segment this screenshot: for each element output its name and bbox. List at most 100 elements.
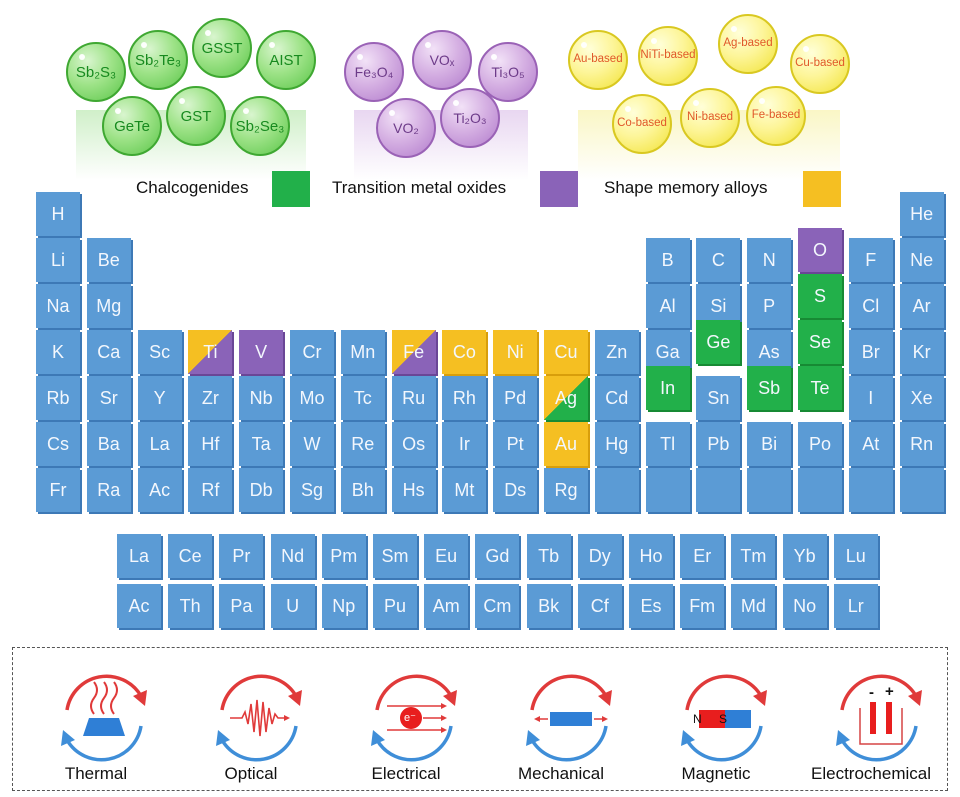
element-cell-am: Am [424, 584, 469, 628]
element-cell-ba: Ba [86, 422, 131, 466]
bubble-highlight [491, 54, 497, 60]
element-symbol: Sg [300, 479, 324, 500]
element-cell-al: Al [645, 284, 690, 328]
element-symbol: N [762, 249, 776, 270]
legend-alloys-label: Shape memory alloys [604, 178, 768, 197]
element-symbol: Zn [606, 341, 628, 362]
bubble-label: AIST [269, 51, 303, 69]
element-cell-v: V [239, 330, 284, 374]
element-symbol: Sc [149, 341, 171, 362]
legend-chalcogenides-label: Chalcogenides [136, 178, 249, 197]
element-symbol: Cd [605, 387, 629, 408]
element-cell-sn: Sn [696, 376, 741, 420]
element-symbol: Zr [201, 387, 219, 408]
element-cell-pr: Pr [219, 534, 264, 578]
element-symbol: V [255, 341, 268, 362]
element-cell-ac: Ac [117, 584, 161, 628]
oxides-bubble: Ti₂O₃ [440, 88, 500, 148]
element-cell-ac: Ac [137, 468, 182, 512]
element-cell-dy: Dy [577, 534, 622, 578]
element-symbol: Ti [203, 341, 218, 362]
element-cell-pu: Pu [373, 584, 417, 628]
element-cell-kr: Kr [899, 330, 944, 374]
element-cell-lr: Lr [833, 584, 878, 628]
element-cell-c: C [696, 238, 741, 282]
element-cell-o: O [798, 228, 842, 272]
element-cell-ra: Ra [86, 468, 131, 512]
element-cell-au: Au [544, 422, 588, 466]
legend-alloys-swatch [803, 171, 841, 207]
element-cell-np: Np [321, 584, 366, 628]
element-cell-ne: Ne [899, 238, 944, 282]
element-symbol: Eu [435, 545, 458, 566]
element-symbol: Nb [249, 387, 273, 408]
bubble-label: GST [180, 107, 212, 125]
alloys-bubble: Ag-based [718, 14, 778, 74]
empty-cell [645, 468, 690, 512]
element-symbol: Th [179, 595, 201, 616]
element-symbol: W [303, 433, 321, 454]
element-symbol: Ac [149, 479, 171, 500]
element-symbol: O [812, 239, 827, 260]
stimulus-label: Mechanical [518, 764, 604, 783]
element-cell-mt: Mt [442, 468, 487, 512]
element-symbol: Ca [97, 341, 121, 362]
element-symbol: Mt [454, 479, 475, 500]
element-symbol: Pr [232, 545, 251, 566]
element-cell-he: He [899, 192, 944, 236]
element-cell-rh: Rh [442, 376, 487, 420]
element-cell-yb: Yb [782, 534, 827, 578]
element-cell-md: Md [731, 584, 776, 628]
bubble-label: Ti₂O₃ [453, 110, 487, 126]
stimulus-thermal: Thermal [21, 658, 171, 788]
element-cell-ce: Ce [168, 534, 213, 578]
element-cell-fr: Fr [36, 468, 80, 512]
element-cell-ti: Ti [188, 330, 233, 374]
element-cell-er: Er [680, 534, 725, 578]
stimulus-mechanical: Mechanical [486, 658, 636, 788]
element-symbol: Ba [97, 433, 120, 454]
element-cell-po: Po [798, 422, 842, 466]
element-symbol: Re [351, 433, 375, 454]
element-symbol: No [793, 595, 817, 616]
bubble-highlight [803, 46, 809, 52]
element-symbol: U [286, 595, 300, 616]
bubble-label: GeTe [114, 117, 150, 135]
element-cell-mg: Mg [86, 284, 131, 328]
element-symbol: Yb [793, 545, 816, 566]
element-cell-eu: Eu [424, 534, 469, 578]
element-symbol: Pu [383, 595, 407, 616]
element-cell-tm: Tm [731, 534, 776, 578]
element-cell-ca: Ca [86, 330, 131, 374]
element-cell-rb: Rb [36, 376, 80, 420]
bubble-label: Sb₂Te₃ [134, 51, 182, 69]
bubble-label: Fe-based [751, 109, 801, 122]
element-cell-n: N [747, 238, 792, 282]
element-cell-sb: Sb [747, 366, 792, 410]
bubble-label: Ag-based [723, 37, 773, 50]
alloys-bubble: Cu-based [790, 34, 850, 94]
element-cell-pt: Pt [493, 422, 538, 466]
element-symbol: Kr [912, 341, 931, 362]
bubble-highlight [581, 42, 587, 48]
heat-icon [61, 674, 147, 762]
element-symbol: P [763, 295, 776, 316]
bubble-highlight [205, 30, 211, 36]
element-symbol: Y [153, 387, 166, 408]
element-cell-db: Db [239, 468, 284, 512]
bubble-highlight [179, 98, 185, 104]
stimuli-panel: Thermal Optical e⁻ Electrical Mechanical N S Ma… [12, 647, 948, 791]
element-symbol: Er [693, 545, 712, 566]
element-cell-br: Br [848, 330, 893, 374]
bubble-highlight [693, 100, 699, 106]
element-symbol: S [813, 285, 826, 306]
element-symbol: Tl [660, 433, 676, 454]
element-cell-k: K [36, 330, 80, 374]
element-symbol: Lr [847, 595, 864, 616]
element-cell-sg: Sg [290, 468, 334, 512]
element-cell-pa: Pa [219, 584, 264, 628]
legend-oxides-swatch [540, 171, 578, 207]
element-symbol: Na [46, 295, 70, 316]
element-symbol: K [51, 341, 64, 362]
element-cell-mn: Mn [340, 330, 385, 374]
